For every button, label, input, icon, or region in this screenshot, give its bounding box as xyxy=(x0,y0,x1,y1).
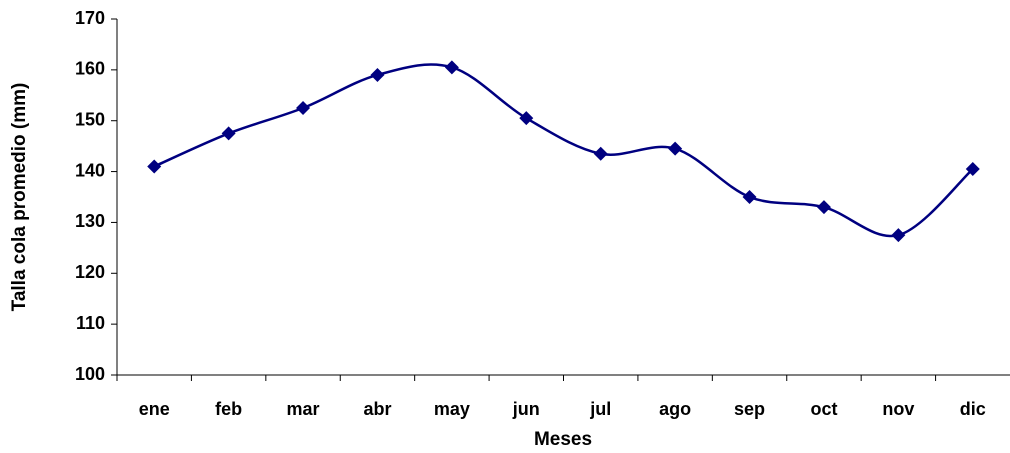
marker xyxy=(519,111,534,126)
y-tick-label: 150 xyxy=(75,109,105,129)
y-tick-label: 140 xyxy=(75,160,105,180)
y-tick-label: 170 xyxy=(75,8,105,28)
x-tick-label: nov xyxy=(882,399,914,419)
x-tick-label: may xyxy=(434,399,470,419)
marker xyxy=(296,101,311,115)
marker xyxy=(221,126,236,141)
marker xyxy=(593,146,608,161)
x-tick-label: abr xyxy=(363,399,391,419)
marker xyxy=(891,228,906,243)
x-tick-label: sep xyxy=(734,399,765,419)
y-tick-label: 110 xyxy=(76,313,105,333)
marker xyxy=(370,67,385,82)
marker xyxy=(742,190,757,204)
x-tick-label: feb xyxy=(215,399,242,419)
x-tick-label: mar xyxy=(287,399,320,419)
y-axis-title: Talla cola promedio (mm) xyxy=(9,83,30,312)
marker xyxy=(147,159,162,174)
marker xyxy=(444,60,459,75)
x-tick-label: dic xyxy=(960,399,986,419)
x-axis-title: Meses xyxy=(534,429,592,450)
marker xyxy=(668,141,683,156)
y-tick-label: 100 xyxy=(75,364,105,384)
y-tick-label: 160 xyxy=(75,59,105,79)
x-tick-label: jun xyxy=(512,399,540,419)
y-tick-label: 130 xyxy=(75,211,105,231)
x-tick-label: jul xyxy=(589,399,611,419)
x-tick-label: ago xyxy=(659,399,691,419)
series-line xyxy=(153,63,974,238)
marker xyxy=(965,162,980,177)
y-tick-label: 120 xyxy=(75,262,105,282)
marker xyxy=(816,200,831,215)
x-tick-label: oct xyxy=(810,399,837,419)
x-tick-label: ene xyxy=(139,399,170,419)
